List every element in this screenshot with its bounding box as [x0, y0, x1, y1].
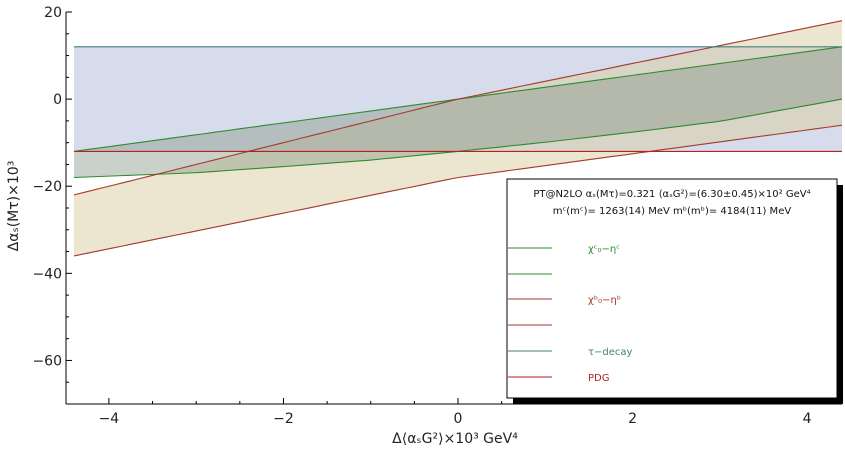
- x-axis-label: Δ⟨αₛG²⟩×10³ GeV⁴: [392, 431, 518, 447]
- legend-box: [506, 178, 838, 399]
- y-tick-label: 0: [53, 92, 62, 108]
- legend-label: τ−decay: [588, 347, 633, 358]
- y-tick-label: −60: [32, 353, 62, 369]
- x-tick-label: 4: [803, 411, 812, 427]
- x-tick-label: −2: [273, 411, 294, 427]
- legend-label: χᵇ₀−ηᵇ: [588, 295, 621, 306]
- y-tick-label: −40: [32, 266, 62, 282]
- x-tick-label: 2: [628, 411, 637, 427]
- legend-header-line1: PT@N2LO αₛ(Mτ)=0.321 ⟨αₛG²⟩=(6.30±0.45)×…: [533, 189, 810, 200]
- legend-label: PDG: [588, 373, 609, 384]
- legend: PT@N2LO αₛ(Mτ)=0.321 ⟨αₛG²⟩=(6.30±0.45)×…: [506, 178, 843, 404]
- band-fill-2: [74, 46, 842, 178]
- legend-entries: χᶜ₀−ηᶜ χᵇ₀−ηᵇ τ−decay PDG: [508, 244, 633, 384]
- legend-header-line2: mᶜ(mᶜ)= 1263(14) MeV mᵇ(mᵇ)= 4184(11) Me…: [553, 206, 792, 217]
- series-line-3: [73, 124, 843, 257]
- y-axis-label: Δαₛ(Mτ)×10³: [6, 161, 22, 252]
- series-lines: [73, 20, 843, 257]
- y-tick-label: 20: [44, 5, 62, 21]
- x-tick-label: 0: [454, 411, 463, 427]
- x-tick-label: −4: [99, 411, 120, 427]
- legend-label: χᶜ₀−ηᶜ: [588, 244, 620, 255]
- band-fill-1: [74, 20, 842, 256]
- y-tick-label: −20: [32, 179, 62, 195]
